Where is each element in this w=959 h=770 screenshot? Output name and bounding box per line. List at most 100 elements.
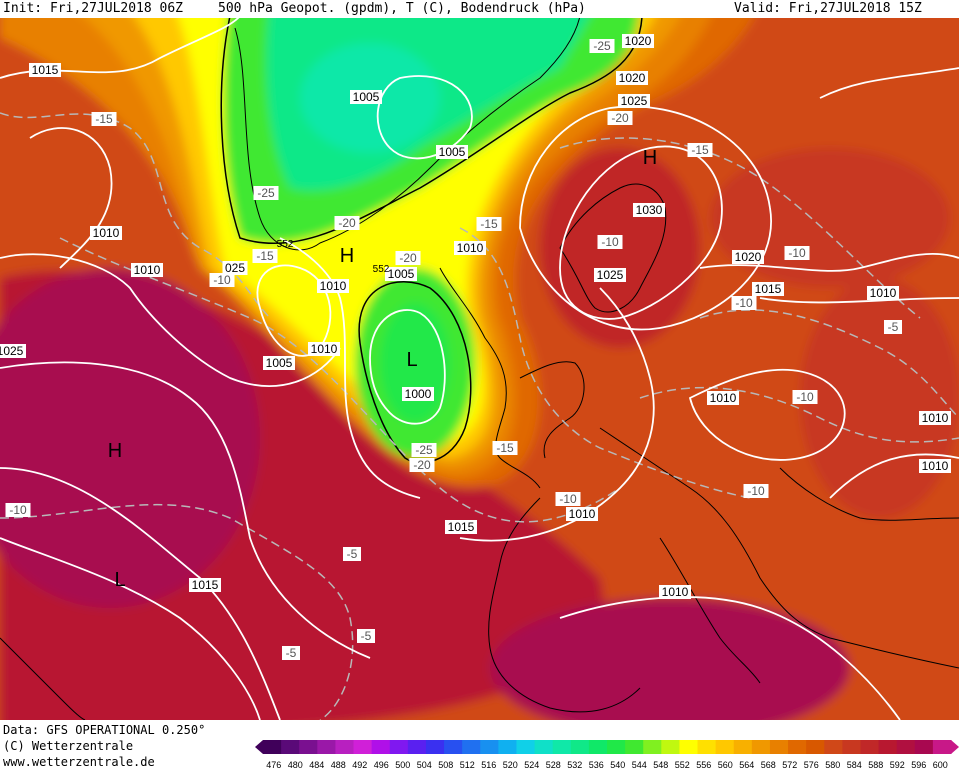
svg-text:-10: -10 <box>601 235 619 249</box>
isobar-label: 1000 <box>402 387 434 401</box>
svg-text:1000: 1000 <box>405 387 432 401</box>
svg-text:-25: -25 <box>593 39 611 53</box>
scale-tick-label: 500 <box>395 760 410 770</box>
isotherm-label: -5 <box>282 646 300 660</box>
scale-tick-label: 484 <box>309 760 324 770</box>
svg-text:1015: 1015 <box>32 63 59 77</box>
isotherm-label: -20 <box>409 458 435 472</box>
svg-text:-10: -10 <box>735 296 753 310</box>
svg-text:-15: -15 <box>691 143 709 157</box>
svg-text:1015: 1015 <box>192 578 219 592</box>
high-pressure-center: H <box>108 440 122 462</box>
svg-text:H: H <box>643 147 657 169</box>
svg-text:-5: -5 <box>361 629 372 643</box>
svg-text:-25: -25 <box>415 443 433 457</box>
isobar-label: 1020 <box>732 250 764 264</box>
isotherm-label: -25 <box>589 39 615 53</box>
geopotential-field <box>0 18 959 720</box>
svg-text:-10: -10 <box>747 484 765 498</box>
svg-text:-10: -10 <box>9 503 27 517</box>
scale-tick-label: 536 <box>589 760 604 770</box>
isobar-label: 1025 <box>594 268 626 282</box>
scale-color-swatch <box>552 740 572 754</box>
scale-color-swatch <box>335 740 355 754</box>
scale-color-swatch <box>480 740 499 754</box>
scale-color-swatch <box>607 740 626 754</box>
svg-text:1005: 1005 <box>266 356 293 370</box>
isobar-label: 1010 <box>308 342 340 356</box>
scale-color-swatch <box>914 740 934 754</box>
isotherm-label: -10 <box>209 273 235 287</box>
valid-time: Valid: Fri,27JUL2018 15Z <box>734 1 922 16</box>
scale-color-swatch <box>534 740 554 754</box>
geopot-height-label: 552 <box>373 264 390 275</box>
isobar-label: 1025 <box>618 94 650 108</box>
scale-tick-label: 520 <box>503 760 518 770</box>
svg-text:-5: -5 <box>286 646 297 660</box>
isobar-label: 1010 <box>867 286 899 300</box>
scale-color-swatch <box>371 740 391 754</box>
svg-text:1010: 1010 <box>93 226 120 240</box>
scale-tick-label: 532 <box>567 760 582 770</box>
scale-tick-label: 600 <box>933 760 948 770</box>
scale-tick-label: 524 <box>524 760 539 770</box>
scale-color-swatch <box>842 740 861 754</box>
isotherm-label: -25 <box>411 443 437 457</box>
scale-color-swatch <box>570 740 590 754</box>
isobar-label: 1030 <box>633 203 665 217</box>
isobar-label: 1005 <box>385 267 417 281</box>
isotherm-label: -5 <box>343 547 361 561</box>
svg-text:1005: 1005 <box>439 145 466 159</box>
svg-text:H: H <box>108 440 122 462</box>
isobar-label: 1020 <box>622 34 654 48</box>
svg-text:025: 025 <box>225 261 245 275</box>
scale-color-swatch <box>733 740 753 754</box>
isotherms <box>0 112 959 720</box>
scale-color-swatch <box>516 740 536 754</box>
isobar-label: 1015 <box>445 520 477 534</box>
isotherm-label: -20 <box>607 111 633 125</box>
scale-arrow-right <box>951 740 959 754</box>
isotherm-label: -10 <box>5 503 31 517</box>
svg-text:1025: 1025 <box>0 344 24 358</box>
low-pressure-center: L <box>114 569 125 591</box>
coastlines <box>0 18 959 720</box>
scale-tick-label: 596 <box>911 760 926 770</box>
svg-text:1010: 1010 <box>922 411 949 425</box>
scale-color-swatch <box>498 740 517 754</box>
isotherm-label: -20 <box>395 251 421 265</box>
scale-color-swatch <box>281 740 300 754</box>
svg-text:-15: -15 <box>480 217 498 231</box>
svg-text:-5: -5 <box>347 547 358 561</box>
scale-tick-label: 588 <box>868 760 883 770</box>
svg-text:-10: -10 <box>788 246 806 260</box>
isobar-label: 1015 <box>189 578 221 592</box>
isotherm-label: -15 <box>252 249 278 263</box>
svg-text:-20: -20 <box>413 458 431 472</box>
scale-arrow-left <box>255 740 263 754</box>
isotherm-label: -5 <box>884 320 902 334</box>
isobar-label: 1005 <box>350 90 382 104</box>
high-pressure-center: H <box>340 245 354 267</box>
scale-tick-label: 480 <box>288 760 303 770</box>
website-url: www.wetterzentrale.de <box>3 755 155 769</box>
scale-tick-label: 492 <box>352 760 367 770</box>
scale-color-swatch <box>407 740 427 754</box>
svg-text:552: 552 <box>373 264 390 275</box>
scale-tick-label: 544 <box>632 760 647 770</box>
svg-text:1010: 1010 <box>870 286 897 300</box>
scale-tick-label: 516 <box>481 760 496 770</box>
scale-color-swatch <box>263 740 282 754</box>
scale-tick-label: 564 <box>739 760 754 770</box>
isobar-label: 1025 <box>0 344 26 358</box>
scale-tick-label: 560 <box>718 760 733 770</box>
scale-color-swatch <box>824 740 843 754</box>
svg-text:1020: 1020 <box>619 71 646 85</box>
svg-text:1025: 1025 <box>621 94 648 108</box>
scale-tick-label: 508 <box>438 760 453 770</box>
isobar-label: 1010 <box>919 459 951 473</box>
svg-text:1010: 1010 <box>710 391 737 405</box>
isobar-label: 1010 <box>659 585 691 599</box>
isotherm-label: -15 <box>687 143 713 157</box>
svg-text:1010: 1010 <box>320 279 347 293</box>
